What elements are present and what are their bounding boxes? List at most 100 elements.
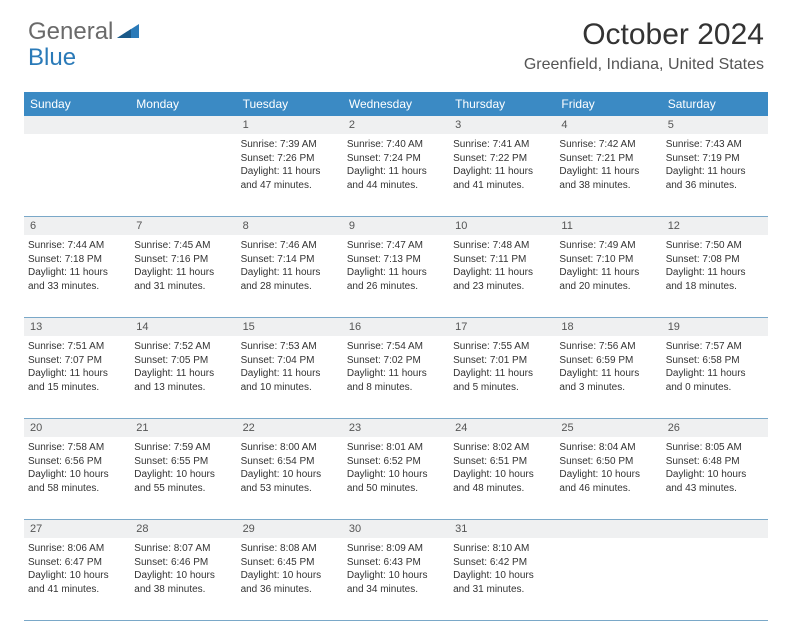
day-number: 24 (449, 419, 555, 437)
day-number: 4 (555, 116, 661, 134)
daylight-text: Daylight: 11 hours and 26 minutes. (347, 266, 445, 293)
sunrise-text: Sunrise: 7:54 AM (347, 340, 445, 354)
day-header-sat: Saturday (662, 92, 768, 116)
day-cell: Sunrise: 8:00 AMSunset: 6:54 PMDaylight:… (237, 437, 343, 519)
day-cell (130, 134, 236, 216)
sunset-text: Sunset: 6:45 PM (241, 556, 339, 570)
sunset-text: Sunset: 6:43 PM (347, 556, 445, 570)
logo-word-2: Blue (28, 44, 76, 71)
sunset-text: Sunset: 7:14 PM (241, 253, 339, 267)
daylight-text: Daylight: 11 hours and 8 minutes. (347, 367, 445, 394)
day-cell: Sunrise: 7:47 AMSunset: 7:13 PMDaylight:… (343, 235, 449, 317)
day-cell: Sunrise: 7:59 AMSunset: 6:55 PMDaylight:… (130, 437, 236, 519)
sunset-text: Sunset: 7:10 PM (559, 253, 657, 267)
sunrise-text: Sunrise: 7:49 AM (559, 239, 657, 253)
sunrise-text: Sunrise: 7:43 AM (666, 138, 764, 152)
day-cell: Sunrise: 7:42 AMSunset: 7:21 PMDaylight:… (555, 134, 661, 216)
daylight-text: Daylight: 10 hours and 41 minutes. (28, 569, 126, 596)
daylight-text: Daylight: 10 hours and 43 minutes. (666, 468, 764, 495)
daylight-text: Daylight: 11 hours and 44 minutes. (347, 165, 445, 192)
sunset-text: Sunset: 7:07 PM (28, 354, 126, 368)
daylight-text: Daylight: 10 hours and 55 minutes. (134, 468, 232, 495)
month-title: October 2024 (524, 18, 764, 52)
daylight-text: Daylight: 11 hours and 28 minutes. (241, 266, 339, 293)
sunset-text: Sunset: 6:51 PM (453, 455, 551, 469)
daylight-text: Daylight: 11 hours and 23 minutes. (453, 266, 551, 293)
logo-word-1: General (28, 18, 113, 46)
day-number: 26 (662, 419, 768, 437)
day-header-mon: Monday (130, 92, 236, 116)
sunrise-text: Sunrise: 7:44 AM (28, 239, 126, 253)
sunset-text: Sunset: 7:26 PM (241, 152, 339, 166)
daylight-text: Daylight: 11 hours and 13 minutes. (134, 367, 232, 394)
sunrise-text: Sunrise: 7:50 AM (666, 239, 764, 253)
title-block: October 2024 Greenfield, Indiana, United… (524, 18, 764, 74)
day-header-tue: Tuesday (237, 92, 343, 116)
day-number: 18 (555, 318, 661, 336)
sunrise-text: Sunrise: 7:56 AM (559, 340, 657, 354)
sunset-text: Sunset: 7:21 PM (559, 152, 657, 166)
daylight-text: Daylight: 11 hours and 3 minutes. (559, 367, 657, 394)
day-number: 23 (343, 419, 449, 437)
daylight-text: Daylight: 11 hours and 5 minutes. (453, 367, 551, 394)
sunset-text: Sunset: 7:05 PM (134, 354, 232, 368)
daylight-text: Daylight: 10 hours and 38 minutes. (134, 569, 232, 596)
daylight-text: Daylight: 11 hours and 31 minutes. (134, 266, 232, 293)
day-cell (555, 538, 661, 620)
sunrise-text: Sunrise: 7:42 AM (559, 138, 657, 152)
day-cell: Sunrise: 7:48 AMSunset: 7:11 PMDaylight:… (449, 235, 555, 317)
day-number: 1 (237, 116, 343, 134)
page-header: General October 2024 Greenfield, Indiana… (0, 0, 792, 80)
sunrise-text: Sunrise: 8:05 AM (666, 441, 764, 455)
day-number: 20 (24, 419, 130, 437)
logo-line2: Blue (28, 44, 76, 72)
sunrise-text: Sunrise: 7:58 AM (28, 441, 126, 455)
week-row: 13141516171819Sunrise: 7:51 AMSunset: 7:… (24, 318, 768, 419)
sunset-text: Sunset: 7:02 PM (347, 354, 445, 368)
day-cell: Sunrise: 8:02 AMSunset: 6:51 PMDaylight:… (449, 437, 555, 519)
day-number: 6 (24, 217, 130, 235)
daylight-text: Daylight: 10 hours and 53 minutes. (241, 468, 339, 495)
day-cell: Sunrise: 7:57 AMSunset: 6:58 PMDaylight:… (662, 336, 768, 418)
week-row: 6789101112Sunrise: 7:44 AMSunset: 7:18 P… (24, 217, 768, 318)
day-number-row: 13141516171819 (24, 318, 768, 336)
day-number: 19 (662, 318, 768, 336)
sunset-text: Sunset: 7:13 PM (347, 253, 445, 267)
day-cell: Sunrise: 8:08 AMSunset: 6:45 PMDaylight:… (237, 538, 343, 620)
daylight-text: Daylight: 11 hours and 0 minutes. (666, 367, 764, 394)
sunrise-text: Sunrise: 8:00 AM (241, 441, 339, 455)
daylight-text: Daylight: 10 hours and 31 minutes. (453, 569, 551, 596)
sunrise-text: Sunrise: 7:45 AM (134, 239, 232, 253)
sunset-text: Sunset: 6:50 PM (559, 455, 657, 469)
day-number (662, 520, 768, 538)
calendar: Sunday Monday Tuesday Wednesday Thursday… (24, 92, 768, 621)
day-number: 27 (24, 520, 130, 538)
day-cell: Sunrise: 7:44 AMSunset: 7:18 PMDaylight:… (24, 235, 130, 317)
day-number: 12 (662, 217, 768, 235)
day-header-fri: Friday (555, 92, 661, 116)
day-number: 28 (130, 520, 236, 538)
daylight-text: Daylight: 11 hours and 38 minutes. (559, 165, 657, 192)
sunset-text: Sunset: 6:54 PM (241, 455, 339, 469)
day-header-thu: Thursday (449, 92, 555, 116)
sunrise-text: Sunrise: 8:09 AM (347, 542, 445, 556)
day-cell: Sunrise: 7:46 AMSunset: 7:14 PMDaylight:… (237, 235, 343, 317)
day-number (24, 116, 130, 134)
sunset-text: Sunset: 7:11 PM (453, 253, 551, 267)
sunset-text: Sunset: 7:04 PM (241, 354, 339, 368)
day-cell: Sunrise: 7:58 AMSunset: 6:56 PMDaylight:… (24, 437, 130, 519)
day-number: 17 (449, 318, 555, 336)
sunset-text: Sunset: 7:01 PM (453, 354, 551, 368)
week-cells: Sunrise: 8:06 AMSunset: 6:47 PMDaylight:… (24, 538, 768, 621)
sunrise-text: Sunrise: 8:06 AM (28, 542, 126, 556)
sunset-text: Sunset: 6:56 PM (28, 455, 126, 469)
day-cell: Sunrise: 8:06 AMSunset: 6:47 PMDaylight:… (24, 538, 130, 620)
daylight-text: Daylight: 11 hours and 20 minutes. (559, 266, 657, 293)
daylight-text: Daylight: 11 hours and 47 minutes. (241, 165, 339, 192)
day-number: 11 (555, 217, 661, 235)
sunrise-text: Sunrise: 7:46 AM (241, 239, 339, 253)
sunset-text: Sunset: 6:48 PM (666, 455, 764, 469)
day-cell: Sunrise: 7:40 AMSunset: 7:24 PMDaylight:… (343, 134, 449, 216)
day-header-row: Sunday Monday Tuesday Wednesday Thursday… (24, 92, 768, 116)
sunset-text: Sunset: 7:16 PM (134, 253, 232, 267)
